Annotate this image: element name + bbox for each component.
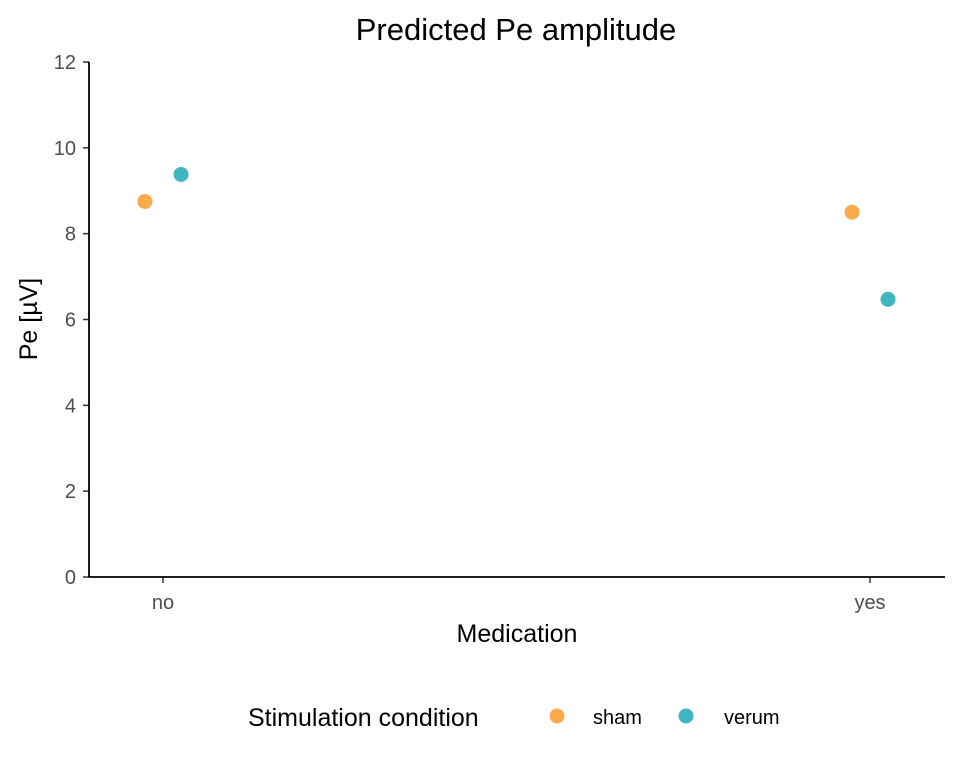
point-verum-no: [174, 167, 189, 182]
y-axis-label: Pe [µV]: [15, 278, 43, 361]
point-verum-yes: [881, 292, 896, 307]
legend-title: Stimulation condition: [248, 704, 479, 732]
point-sham-yes: [845, 205, 860, 220]
legend-label-verum: verum: [724, 707, 780, 729]
chart-title: Predicted Pe amplitude: [356, 12, 677, 47]
point-sham-no: [138, 194, 153, 209]
y-tick-label: 12: [54, 52, 76, 74]
y-tick-label: 6: [65, 310, 76, 332]
legend: Stimulation condition sham verum: [248, 704, 780, 732]
legend-key-verum: [679, 709, 694, 724]
y-tick-label: 0: [65, 567, 76, 589]
x-axis-label: Medication: [457, 620, 578, 648]
y-axis-ticks: 0 2 4 6 8 10 12: [54, 52, 89, 589]
y-tick-label: 10: [54, 138, 76, 160]
legend-label-sham: sham: [593, 707, 642, 729]
y-tick-label: 8: [65, 224, 76, 246]
y-tick-label: 4: [65, 395, 76, 417]
x-tick-label: yes: [854, 592, 885, 614]
data-points: [138, 167, 896, 307]
x-axis-ticks: no yes: [152, 577, 886, 614]
y-tick-label: 2: [65, 481, 76, 503]
x-tick-label: no: [152, 592, 174, 614]
legend-key-sham: [550, 709, 565, 724]
